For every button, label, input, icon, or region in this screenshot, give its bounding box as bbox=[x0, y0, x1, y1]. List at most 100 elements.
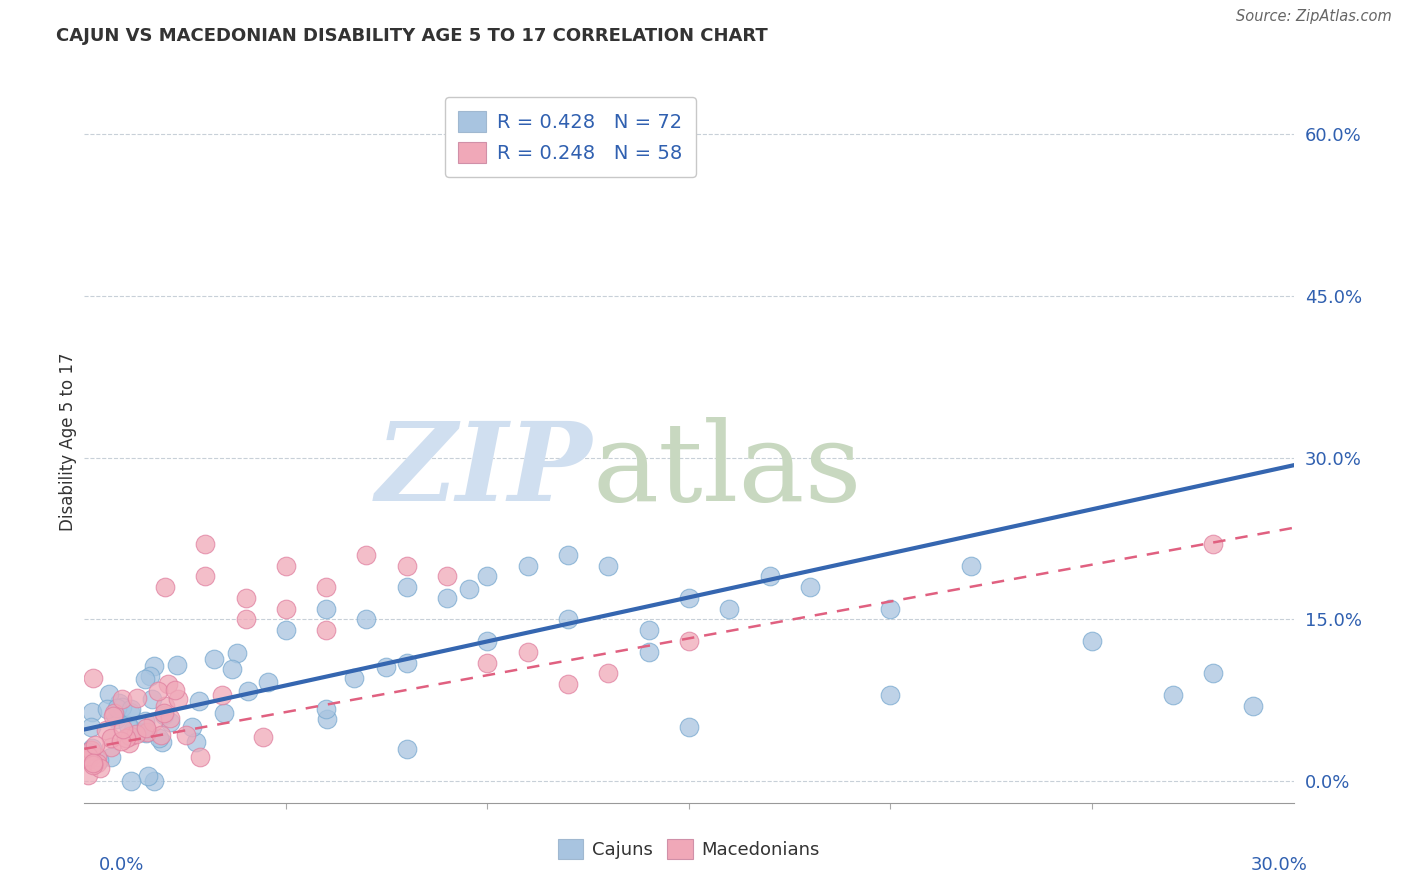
Point bbox=[153, 707, 176, 722]
Point bbox=[1241, 698, 1264, 713]
Point bbox=[238, 684, 260, 698]
Point bbox=[111, 722, 134, 736]
Point bbox=[194, 537, 217, 551]
Point bbox=[155, 699, 177, 714]
Point bbox=[1081, 634, 1104, 648]
Point bbox=[1202, 537, 1225, 551]
Point bbox=[1161, 688, 1184, 702]
Point bbox=[100, 749, 122, 764]
Point bbox=[356, 612, 378, 626]
Point bbox=[166, 658, 188, 673]
Point bbox=[96, 702, 118, 716]
Point bbox=[718, 601, 741, 615]
Point bbox=[678, 720, 700, 734]
Point bbox=[557, 677, 579, 691]
Point bbox=[111, 700, 134, 714]
Point bbox=[598, 666, 620, 681]
Point bbox=[80, 750, 103, 764]
Point bbox=[174, 729, 197, 743]
Point bbox=[477, 656, 499, 670]
Point bbox=[274, 601, 297, 615]
Point bbox=[139, 668, 162, 682]
Point bbox=[120, 702, 142, 716]
Point bbox=[163, 683, 186, 698]
Point bbox=[135, 721, 157, 735]
Point bbox=[107, 696, 129, 710]
Point bbox=[375, 660, 398, 674]
Point bbox=[127, 690, 149, 705]
Point bbox=[343, 672, 366, 686]
Point bbox=[879, 601, 901, 615]
Point bbox=[77, 768, 100, 782]
Text: atlas: atlas bbox=[592, 417, 862, 524]
Point bbox=[100, 731, 122, 746]
Point bbox=[141, 692, 163, 706]
Point bbox=[516, 645, 538, 659]
Point bbox=[202, 652, 225, 666]
Point bbox=[235, 612, 257, 626]
Point bbox=[516, 558, 538, 573]
Point bbox=[80, 720, 103, 734]
Point bbox=[118, 729, 141, 743]
Point bbox=[82, 756, 104, 770]
Point bbox=[960, 558, 983, 573]
Point bbox=[395, 558, 418, 573]
Point bbox=[86, 756, 108, 771]
Point bbox=[82, 741, 104, 756]
Point bbox=[637, 645, 659, 659]
Point bbox=[77, 749, 100, 764]
Point bbox=[153, 580, 176, 594]
Point bbox=[184, 734, 207, 748]
Point bbox=[211, 688, 233, 702]
Point bbox=[252, 730, 274, 744]
Point bbox=[315, 712, 337, 726]
Point bbox=[758, 569, 780, 583]
Point bbox=[159, 711, 181, 725]
Point bbox=[97, 687, 120, 701]
Point bbox=[136, 724, 159, 739]
Point bbox=[678, 591, 700, 605]
Point bbox=[153, 706, 176, 721]
Point bbox=[436, 569, 458, 583]
Point bbox=[274, 558, 297, 573]
Point bbox=[315, 624, 337, 638]
Point bbox=[120, 705, 142, 719]
Point bbox=[101, 709, 124, 723]
Point bbox=[143, 659, 166, 673]
Point bbox=[436, 591, 458, 605]
Point bbox=[256, 674, 278, 689]
Point bbox=[457, 582, 479, 596]
Point bbox=[134, 673, 156, 687]
Point bbox=[315, 702, 337, 716]
Point bbox=[637, 624, 659, 638]
Point bbox=[150, 735, 173, 749]
Point bbox=[82, 757, 104, 772]
Point bbox=[167, 691, 190, 706]
Point bbox=[80, 743, 103, 757]
Point bbox=[1202, 666, 1225, 681]
Text: CAJUN VS MACEDONIAN DISABILITY AGE 5 TO 17 CORRELATION CHART: CAJUN VS MACEDONIAN DISABILITY AGE 5 TO … bbox=[56, 27, 768, 45]
Point bbox=[125, 727, 148, 741]
Point bbox=[187, 693, 209, 707]
Point bbox=[118, 736, 141, 750]
Point bbox=[103, 706, 125, 721]
Point bbox=[212, 706, 235, 720]
Point bbox=[94, 723, 117, 738]
Text: Source: ZipAtlas.com: Source: ZipAtlas.com bbox=[1236, 9, 1392, 24]
Point bbox=[395, 742, 418, 756]
Point bbox=[143, 774, 166, 789]
Point bbox=[395, 580, 418, 594]
Legend: Cajuns, Macedonians: Cajuns, Macedonians bbox=[551, 831, 827, 866]
Point bbox=[159, 715, 181, 730]
Point bbox=[225, 646, 247, 660]
Text: 30.0%: 30.0% bbox=[1251, 856, 1308, 874]
Point bbox=[356, 548, 378, 562]
Point bbox=[111, 692, 134, 706]
Point bbox=[134, 714, 156, 728]
Text: 0.0%: 0.0% bbox=[98, 856, 143, 874]
Point bbox=[142, 714, 165, 729]
Point bbox=[77, 745, 100, 759]
Point bbox=[105, 701, 128, 715]
Point bbox=[598, 558, 620, 573]
Point bbox=[221, 662, 243, 676]
